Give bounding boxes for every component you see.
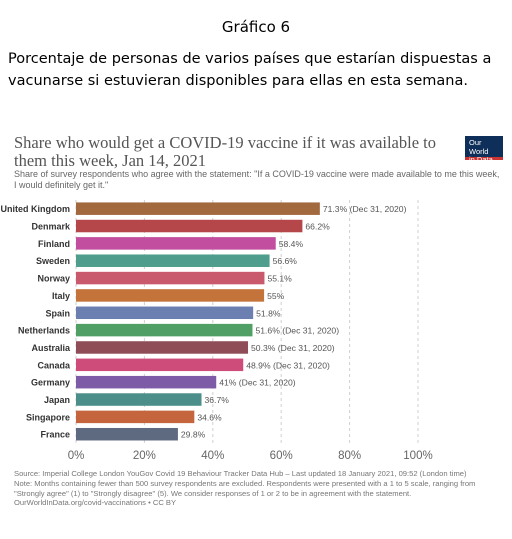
x-tick-label: 60% [270, 450, 293, 462]
category-label: Germany [31, 378, 70, 388]
logo-line1: Our World [469, 138, 489, 156]
footer-url[interactable]: OurWorldInData.org/covid-vaccinations • … [14, 498, 177, 508]
bar [76, 289, 265, 302]
category-label: Norway [37, 274, 70, 284]
x-tick-label: 40% [201, 450, 224, 462]
data-label: 71.3% (Dec 31, 2020) [323, 204, 407, 214]
data-label: 41% (Dec 31, 2020) [219, 378, 296, 388]
bar [76, 410, 195, 424]
category-label: Japan [44, 395, 70, 405]
owid-logo[interactable]: Our World in Data [465, 136, 503, 164]
bar [76, 306, 254, 320]
category-label: Canada [37, 360, 71, 370]
bar [76, 237, 276, 250]
data-label: 51.8% [256, 308, 281, 318]
footer-note-2: "Strongly agree" (1) to "Strongly disagr… [14, 488, 412, 498]
bar [76, 393, 202, 406]
bar [76, 202, 320, 215]
bar [76, 254, 270, 267]
chart-footer: Source: Imperial College London YouGov C… [14, 469, 508, 508]
data-label: 51.6% (Dec 31, 2020) [255, 326, 339, 336]
x-tick-label: 20% [133, 450, 156, 462]
data-label: 29.8% [181, 430, 206, 440]
category-label: Denmark [31, 222, 71, 232]
footer-source: Source: Imperial College London YouGov C… [14, 469, 467, 478]
bar [76, 323, 253, 337]
data-label: 66.2% [305, 222, 330, 232]
data-label: 48.9% (Dec 31, 2020) [246, 360, 330, 370]
bar [76, 219, 303, 233]
document-caption: Porcentaje de personas de varios países … [8, 51, 492, 89]
bar [76, 427, 178, 441]
logo-line2: in Data [469, 155, 493, 164]
bar [76, 358, 244, 372]
chart-subtitle: Share of survey respondents who agree wi… [14, 169, 500, 190]
x-tick-label: 100% [403, 450, 432, 462]
category-label: Australia [31, 343, 71, 353]
data-label: 34.6% [197, 412, 222, 422]
category-label: Singapore [26, 412, 70, 422]
category-label: Netherlands [18, 326, 70, 336]
data-label: 50.3% (Dec 31, 2020) [251, 343, 335, 353]
x-tick-label: 80% [338, 450, 361, 462]
data-label: 36.7% [205, 395, 230, 405]
chart-title: Share who would get a COVID-19 vaccine i… [14, 133, 436, 170]
data-label: 56.6% [273, 256, 298, 266]
bar [76, 341, 249, 354]
footer-note-1: Note: Months containing fewer than 500 s… [14, 478, 476, 488]
category-label: Spain [45, 308, 70, 318]
category-label: Finland [38, 239, 70, 249]
category-label: France [40, 430, 70, 440]
data-label: 55% [267, 291, 285, 301]
x-tick-label: 0% [68, 450, 85, 462]
category-label: Italy [52, 291, 70, 301]
bar [76, 375, 217, 389]
bar [76, 271, 265, 285]
category-label: United Kingdom [1, 204, 71, 214]
category-label: Sweden [36, 256, 70, 266]
document-heading: Gráfico 6 [221, 18, 291, 36]
bar-chart: 0% 20% 40% 60% 80% 100% United Kingdom 71.3% (D… [1, 200, 433, 462]
data-label: 55.1% [267, 274, 292, 284]
data-label: 58.4% [279, 239, 304, 249]
